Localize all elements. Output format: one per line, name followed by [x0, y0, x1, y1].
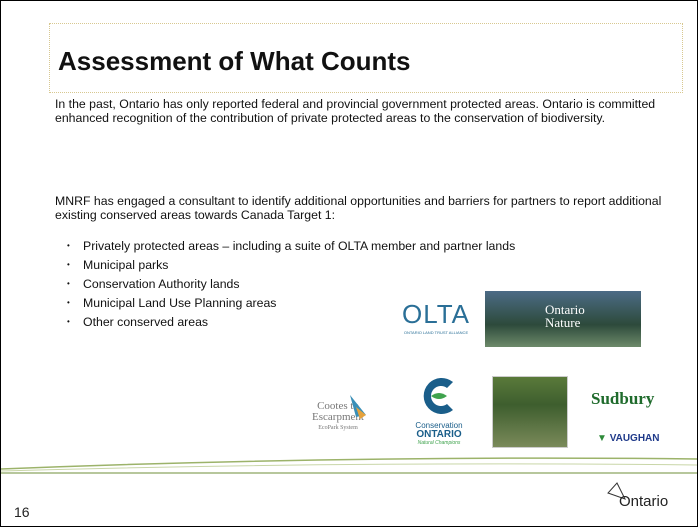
logo-text: OLTA	[401, 299, 471, 330]
bullet-text: Other conserved areas	[83, 315, 208, 329]
slide: Assessment of What Counts In the past, O…	[0, 0, 698, 527]
logo-text: ONTARIO LAND TRUST ALLIANCE	[401, 330, 471, 335]
bullet-text: Municipal parks	[83, 258, 168, 272]
slide-title: Assessment of What Counts	[58, 46, 411, 77]
vaughan-logo: ▼ VAUGHAN	[597, 433, 660, 444]
paragraph: In the past, Ontario has only reported f…	[55, 97, 680, 125]
bullet-text: Municipal Land Use Planning areas	[83, 296, 276, 310]
logo-text: Ontario	[619, 493, 668, 510]
bullet-dot: •	[67, 241, 70, 250]
paragraph: MNRF has engaged a consultant to identif…	[55, 194, 680, 222]
conservation-logo: Conservation ONTARIO Natural Champions	[406, 376, 472, 446]
cootes-icon	[346, 393, 370, 421]
bullet-dot: •	[67, 260, 70, 269]
logo-text: EcoPark System	[298, 423, 378, 434]
page-number: 16	[14, 504, 30, 520]
bullet-text: Privately protected areas – including a …	[83, 239, 515, 253]
logo-text: Ontario Nature	[545, 303, 605, 329]
logo-text: Natural Champions	[406, 440, 472, 446]
logo-text: ONTARIO	[406, 430, 472, 440]
bullet-dot: •	[67, 317, 70, 326]
logo-text: VAUGHAN	[610, 433, 660, 444]
bullet-dot: •	[67, 279, 70, 288]
olta-logo: OLTA ONTARIO LAND TRUST ALLIANCE	[401, 299, 471, 335]
bullet-text: Conservation Authority lands	[83, 277, 240, 291]
footer-lines	[1, 451, 697, 476]
bullet-dot: •	[67, 298, 70, 307]
ontario-nature-logo: Ontario Nature	[485, 291, 641, 347]
sudbury-logo: Sudbury	[591, 389, 654, 409]
conservation-icon	[417, 376, 461, 416]
report-cover	[492, 376, 568, 448]
